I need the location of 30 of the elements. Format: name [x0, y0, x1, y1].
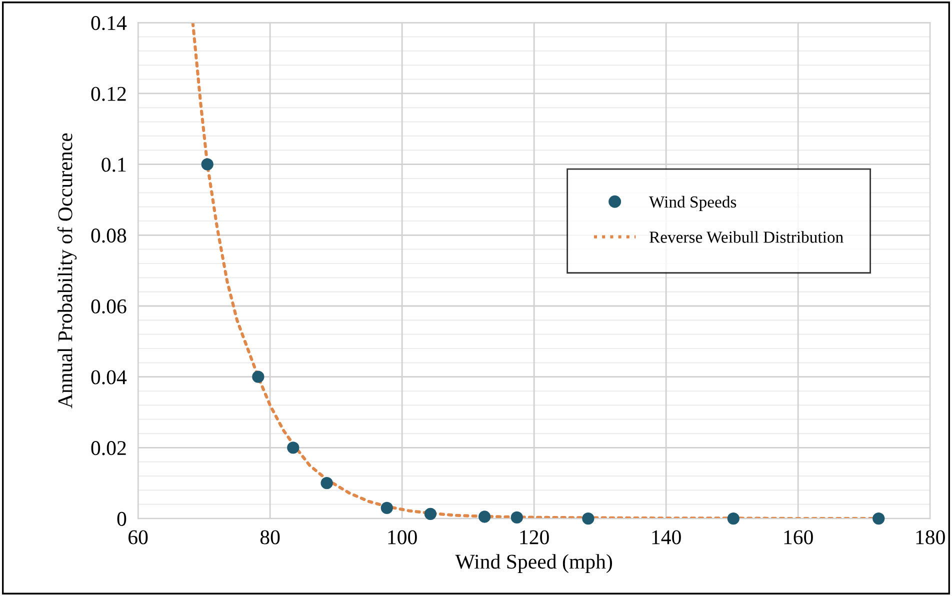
point [727, 512, 740, 525]
y-tick-label: 0.08 [91, 228, 126, 243]
y-tick-label: 0 [117, 512, 126, 526]
legend-label: Wind Speeds [649, 196, 736, 211]
legend-label: Reverse Weibull Distribution [649, 231, 844, 243]
x-tick-label: 100 [388, 530, 417, 544]
y-tick-label: 0.1 [102, 158, 126, 172]
y-tick-label: 0.02 [91, 441, 126, 456]
y-tick-label: 0.04 [91, 370, 127, 384]
x-tick-label: 60 [128, 530, 148, 544]
point [582, 512, 594, 525]
x-tick-label: 80 [260, 530, 280, 544]
x-tick-label: 120 [520, 530, 549, 544]
point [424, 508, 437, 520]
y-tick-label: 0.12 [91, 86, 126, 102]
point [287, 442, 300, 454]
y-tick-label: 0.14 [91, 16, 127, 30]
x-tick-label: 140 [652, 530, 681, 544]
point [510, 511, 523, 524]
x-tick-label: 180 [916, 530, 945, 544]
y-tick-label: 0.06 [91, 299, 126, 314]
point [320, 477, 333, 490]
x-axis-title: Wind Speed (mph) [455, 554, 612, 573]
point [872, 512, 885, 525]
point [252, 370, 264, 383]
x-tick-label: 160 [784, 530, 813, 544]
point [380, 502, 393, 514]
point [201, 158, 214, 170]
point [478, 510, 491, 523]
y-axis-title: Annual Probability of Occurence [57, 133, 77, 408]
